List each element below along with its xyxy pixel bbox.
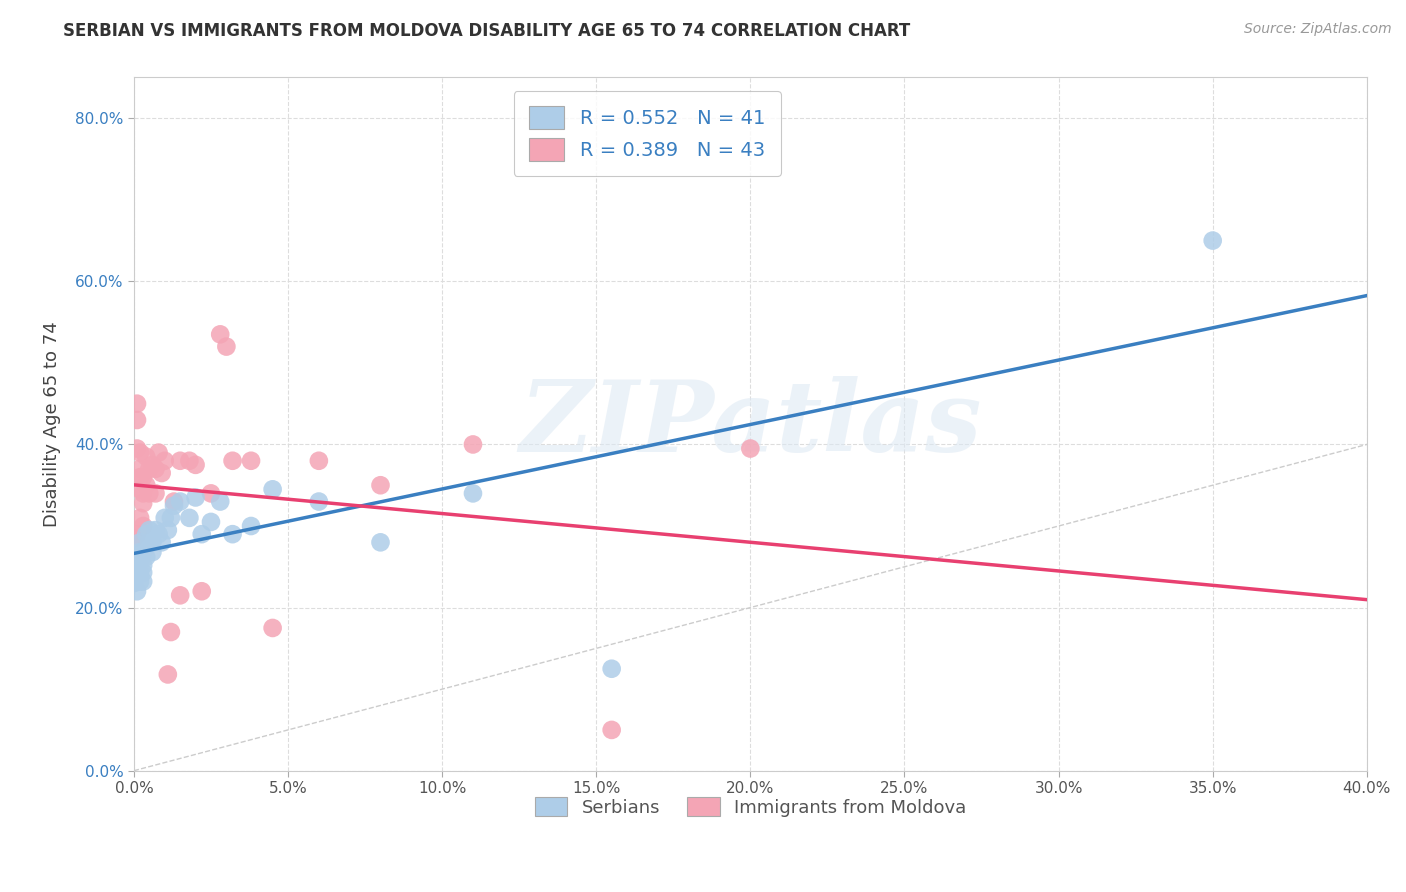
Point [129, 445, 152, 459]
Point [221, 527, 243, 541]
Point [129, 483, 152, 497]
Point [163, 499, 186, 513]
Point [145, 523, 167, 537]
Point [141, 545, 163, 559]
Point [145, 462, 167, 476]
Point [156, 667, 179, 681]
Point [153, 454, 176, 468]
Point [138, 486, 160, 500]
Point [129, 545, 152, 559]
Point [190, 527, 212, 541]
Point [125, 442, 148, 456]
Point [200, 486, 222, 500]
Point [148, 527, 170, 541]
Point [129, 535, 152, 549]
Point [262, 621, 284, 635]
Point [129, 553, 152, 567]
Point [132, 486, 155, 500]
Text: SERBIAN VS IMMIGRANTS FROM MOLDOVA DISABILITY AGE 65 TO 74 CORRELATION CHART: SERBIAN VS IMMIGRANTS FROM MOLDOVA DISAB… [63, 22, 911, 40]
Point [132, 545, 155, 559]
Point [370, 478, 392, 492]
Point [160, 511, 183, 525]
Point [125, 564, 148, 578]
Point [135, 549, 157, 564]
Point [122, 531, 145, 545]
Point [221, 454, 243, 468]
Text: ZIPatlas: ZIPatlas [519, 376, 981, 473]
Point [141, 458, 163, 472]
Point [122, 576, 145, 591]
Point [169, 454, 191, 468]
Point [138, 462, 160, 476]
Point [740, 442, 762, 456]
Point [184, 491, 207, 505]
Point [135, 450, 157, 464]
Point [132, 519, 155, 533]
Point [179, 511, 201, 525]
Point [132, 496, 155, 510]
Point [160, 625, 183, 640]
Point [600, 723, 623, 737]
Point [169, 494, 191, 508]
Y-axis label: Disability Age 65 to 74: Disability Age 65 to 74 [44, 321, 60, 527]
Point [138, 535, 160, 549]
Point [129, 511, 152, 525]
Point [308, 454, 330, 468]
Point [209, 494, 232, 508]
Point [215, 340, 238, 354]
Point [135, 527, 157, 541]
Point [145, 486, 167, 500]
Point [125, 551, 148, 566]
Point [125, 413, 148, 427]
Point [240, 519, 263, 533]
Point [163, 494, 186, 508]
Point [132, 470, 155, 484]
Point [461, 486, 484, 500]
Point [150, 535, 173, 549]
Point [209, 327, 232, 342]
Point [148, 445, 170, 459]
Point [308, 494, 330, 508]
Point [169, 588, 191, 602]
Point [138, 523, 160, 537]
Point [190, 584, 212, 599]
Point [1202, 234, 1225, 248]
Point [132, 558, 155, 573]
Point [132, 566, 155, 580]
Point [156, 523, 179, 537]
Point [179, 454, 201, 468]
Point [184, 458, 207, 472]
Point [600, 662, 623, 676]
Point [200, 515, 222, 529]
Point [150, 466, 173, 480]
Point [129, 462, 152, 476]
Point [132, 574, 155, 589]
Point [125, 397, 148, 411]
Point [129, 470, 152, 484]
Point [141, 535, 163, 549]
Point [125, 584, 148, 599]
Point [125, 568, 148, 582]
Point [129, 574, 152, 589]
Point [262, 483, 284, 497]
Point [370, 535, 392, 549]
Point [135, 478, 157, 492]
Text: Source: ZipAtlas.com: Source: ZipAtlas.com [1244, 22, 1392, 37]
Legend: Serbians, Immigrants from Moldova: Serbians, Immigrants from Moldova [527, 790, 973, 824]
Point [129, 566, 152, 581]
Point [461, 437, 484, 451]
Point [240, 454, 263, 468]
Point [125, 527, 148, 541]
Point [153, 511, 176, 525]
